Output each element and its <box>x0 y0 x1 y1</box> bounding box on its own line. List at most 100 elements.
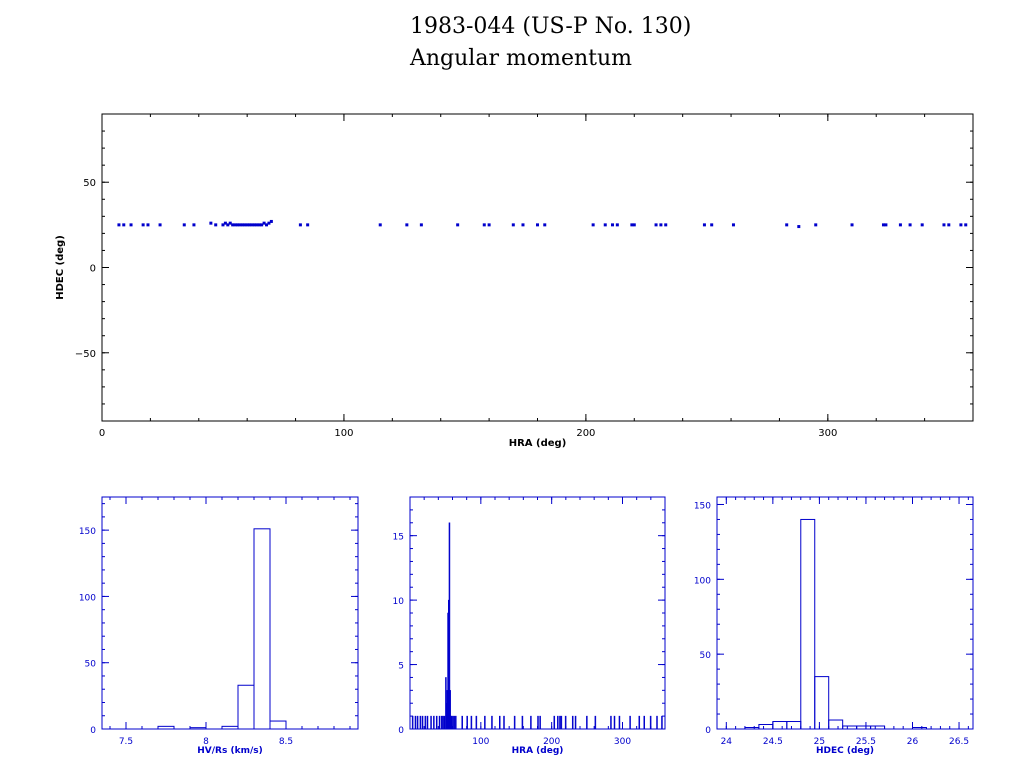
scatter-point <box>419 223 423 227</box>
scatter-point <box>221 223 225 227</box>
scatter-point <box>306 223 310 227</box>
histogram-bar <box>433 715 435 730</box>
x-axis-label-3: HDEC (deg) <box>816 746 874 756</box>
scatter-point <box>942 223 946 227</box>
x-tick-label-3: 26.5 <box>949 737 969 747</box>
scatter-point <box>240 223 244 227</box>
histogram-bar <box>475 715 478 730</box>
scatter-point <box>252 223 256 227</box>
scatter-point <box>664 223 668 227</box>
histogram-bar <box>157 725 175 730</box>
x-tick-label-2: 200 <box>543 737 560 747</box>
histogram-bar <box>800 518 816 730</box>
scatter-point <box>814 223 818 227</box>
histogram-bar <box>419 715 422 730</box>
scatter-point <box>182 223 186 227</box>
scatter-point <box>611 223 615 227</box>
scatter-point <box>920 223 924 227</box>
scatter-point <box>129 223 133 227</box>
histogram-bar <box>424 715 427 730</box>
histogram-bar <box>461 715 463 730</box>
y-tick-label-1: 150 <box>79 527 96 537</box>
histogram-bar <box>828 719 844 730</box>
histogram-bar <box>452 715 454 730</box>
x-tick-label-3: 25 <box>814 737 825 747</box>
scatter-point <box>881 223 885 227</box>
histogram-bar <box>911 727 927 730</box>
histogram-bar <box>559 715 561 730</box>
x-tick-label-1: 8 <box>203 737 209 747</box>
histogram-bar <box>435 715 438 730</box>
y-tick-label-2: 15 <box>393 533 404 543</box>
scatter-point <box>521 223 525 227</box>
scatter-point <box>511 223 515 227</box>
histogram-bar <box>443 715 446 730</box>
y-tick-label-1: 50 <box>85 660 97 670</box>
histogram-bar <box>744 727 760 730</box>
y-tick-label-1: 0 <box>90 726 96 736</box>
histogram-bar <box>557 715 559 730</box>
histogram-bar <box>453 715 456 730</box>
scatter-point <box>456 223 460 227</box>
chart-subtitle: Angular momentum <box>410 46 632 71</box>
x-tick-label-0: 300 <box>818 428 837 439</box>
histogram-bar <box>491 715 493 730</box>
scatter-point <box>482 223 486 227</box>
histogram-bar <box>786 721 802 730</box>
histogram-bar <box>842 725 858 730</box>
x-tick-label-1: 7.5 <box>119 737 133 747</box>
histogram-bar <box>553 715 556 730</box>
scatter-point <box>250 223 254 227</box>
histogram-bar <box>438 715 441 730</box>
histogram-bar <box>221 725 239 730</box>
plot-frame-0 <box>101 113 974 422</box>
histogram-bar <box>758 724 774 730</box>
histogram-bar <box>450 715 453 730</box>
y-tick-label-2: 5 <box>398 662 404 672</box>
histogram-bar <box>503 715 505 730</box>
scatter-point <box>603 223 607 227</box>
scatter-point <box>947 223 951 227</box>
scatter-point <box>223 221 227 225</box>
histogram-bar <box>411 715 414 730</box>
plot-frame-1 <box>101 496 359 730</box>
scatter-point <box>233 223 237 227</box>
histogram-bar <box>643 715 645 730</box>
histogram-bar <box>610 715 612 730</box>
histogram-bar <box>466 715 468 730</box>
histogram-bar <box>613 715 616 730</box>
histogram-bar <box>649 715 652 730</box>
chart-title: 1983-044 (US-P No. 130) <box>410 14 692 39</box>
x-tick-label-3: 24.5 <box>763 737 783 747</box>
histogram-bar <box>414 715 417 730</box>
histogram-bar <box>430 715 432 730</box>
histogram-bar <box>440 715 443 730</box>
x-axis-label-0: HRA (deg) <box>509 438 567 449</box>
x-tick-label-2: 300 <box>614 737 631 747</box>
scatter-point <box>536 223 539 227</box>
y-tick-label-1: 100 <box>79 593 96 603</box>
scatter-point <box>797 225 801 229</box>
histogram-bar <box>253 528 271 730</box>
scatter-point <box>192 223 196 227</box>
scatter-point <box>850 223 854 227</box>
scatter-point <box>269 219 273 223</box>
scatter-point <box>615 223 619 227</box>
scatter-point <box>543 223 547 227</box>
x-axis-label-2: HRA (deg) <box>512 746 564 756</box>
scatter-point <box>659 223 663 227</box>
scatter-point <box>158 223 162 227</box>
scatter-point <box>257 223 261 227</box>
y-tick-label-2: 0 <box>398 726 404 736</box>
scatter-point <box>262 221 266 225</box>
histogram-bar <box>269 720 287 730</box>
plot-frame-3 <box>716 496 974 730</box>
scatter-point <box>141 223 145 227</box>
y-tick-label-3: 50 <box>700 651 712 661</box>
scatter-point <box>405 223 409 227</box>
scatter-point <box>235 223 239 227</box>
scatter-point <box>908 223 912 227</box>
histogram-bar <box>574 715 577 730</box>
scatter-point <box>117 223 121 227</box>
